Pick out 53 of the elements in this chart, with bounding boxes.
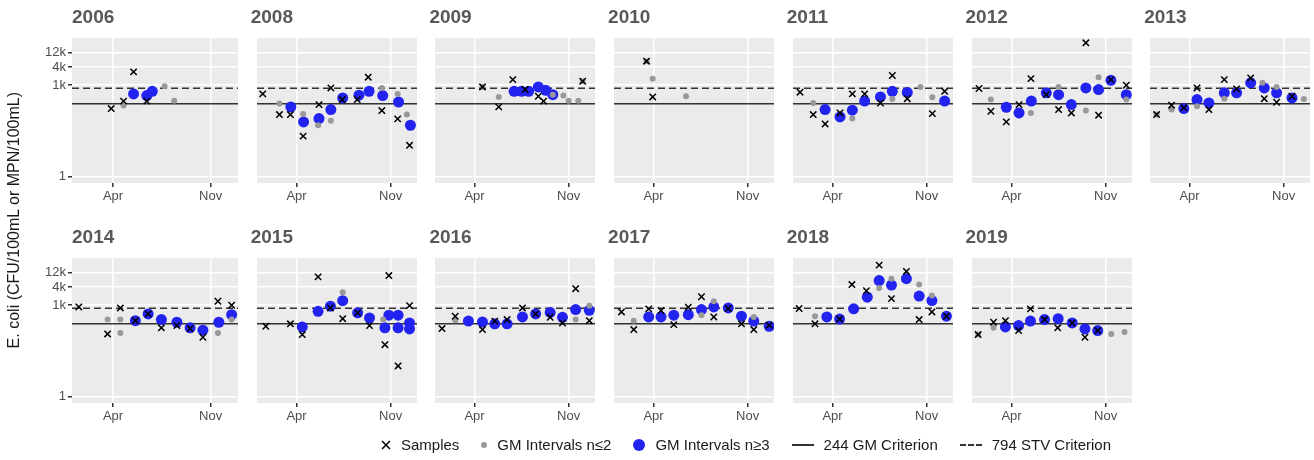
x-tick-label: Apr	[102, 408, 124, 424]
chart-title: 2019	[965, 226, 1008, 248]
x-tick-label: Nov	[914, 188, 939, 204]
x-tick-label: Nov	[736, 408, 760, 424]
y-tick-label: 1	[58, 167, 66, 183]
chart-title: 2014	[72, 226, 115, 248]
x-tick-label: Nov	[557, 408, 582, 424]
legend-label: GM Intervals n≤2	[497, 436, 612, 453]
chart-title: 2016	[429, 226, 472, 248]
x-tick-label: Nov	[199, 408, 223, 424]
x-tick-label: Nov	[378, 408, 403, 424]
x-tick-label: Apr	[1000, 408, 1022, 424]
legend-label: 794 STV Criterion	[991, 436, 1111, 453]
x-tick-label: Apr	[1000, 188, 1022, 204]
x-tick-label: Apr	[286, 408, 308, 424]
y-tick-label: 4k	[52, 58, 67, 74]
x-tick-label: Apr	[643, 408, 665, 424]
x-tick-label: Apr	[286, 188, 308, 204]
x-tick-label: Apr	[102, 188, 124, 204]
chart-title: 2009	[429, 6, 472, 28]
x-tick-label: Nov	[378, 188, 403, 204]
x-tick-label: Nov	[199, 188, 223, 204]
x-tick-label: Apr	[643, 188, 665, 204]
chart-title: 2011	[786, 6, 829, 28]
legend-label: Samples	[400, 436, 460, 453]
x-tick-label: Nov	[1272, 188, 1296, 204]
chart-title: 2006	[72, 6, 115, 28]
y-tick-label: 12k	[45, 44, 67, 60]
y-tick-label: 12k	[45, 264, 67, 280]
legend-label: GM Intervals n≥3	[655, 436, 770, 453]
chart-title: 2015	[250, 226, 293, 248]
y-tick-label: 1k	[52, 76, 67, 92]
chart-title: 2018	[786, 226, 830, 248]
x-tick-label: Apr	[1179, 188, 1201, 204]
x-tick-label: Nov	[1093, 408, 1118, 424]
x-tick-label: Nov	[914, 408, 939, 424]
y-tick-label: 4k	[52, 278, 67, 294]
x-tick-label: Nov	[557, 188, 582, 204]
x-tick-label: Apr	[822, 408, 844, 424]
y-tick-label: 1k	[52, 296, 67, 312]
x-tick-label: Apr	[822, 188, 844, 204]
x-tick-label: Nov	[736, 188, 760, 204]
chart-title: 2008	[250, 6, 293, 28]
x-tick-label: Apr	[464, 188, 486, 204]
x-tick-label: Apr	[464, 408, 486, 424]
chart-title: 2013	[1144, 6, 1187, 28]
legend-label: 244 GM Criterion	[823, 436, 938, 453]
chart-title: 2017	[608, 226, 651, 248]
y-tick-label: 1	[58, 387, 66, 403]
chart-title: 2010	[608, 6, 651, 28]
y-axis-title: E. coli (CFU/100mL or MPN/100mL)	[5, 92, 23, 349]
x-tick-label: Nov	[1093, 188, 1118, 204]
chart-title: 2012	[965, 6, 1008, 28]
